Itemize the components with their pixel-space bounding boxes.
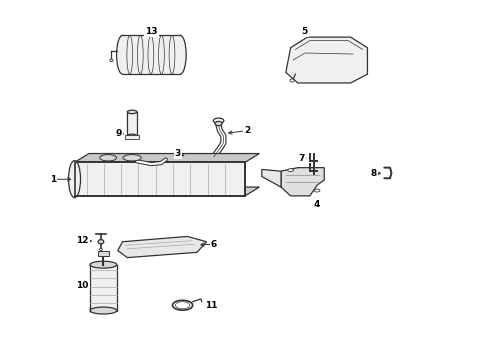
Text: 11: 11 xyxy=(205,301,218,310)
Ellipse shape xyxy=(98,240,104,244)
Ellipse shape xyxy=(123,154,141,161)
Text: 3: 3 xyxy=(174,149,181,158)
Ellipse shape xyxy=(215,121,222,126)
Ellipse shape xyxy=(127,110,137,114)
Ellipse shape xyxy=(110,59,113,62)
Ellipse shape xyxy=(69,161,80,198)
Ellipse shape xyxy=(288,169,294,171)
Text: 8: 8 xyxy=(370,169,377,178)
Text: 2: 2 xyxy=(245,126,250,135)
Text: 7: 7 xyxy=(298,154,305,163)
Text: 4: 4 xyxy=(314,200,320,209)
Bar xyxy=(125,135,139,139)
Polygon shape xyxy=(74,162,245,196)
Bar xyxy=(90,265,117,311)
Ellipse shape xyxy=(290,79,294,82)
Polygon shape xyxy=(74,187,259,196)
Text: 10: 10 xyxy=(76,282,89,290)
Ellipse shape xyxy=(99,248,102,251)
Polygon shape xyxy=(118,237,207,258)
Text: 1: 1 xyxy=(50,175,56,184)
Text: 12: 12 xyxy=(76,236,89,245)
Ellipse shape xyxy=(213,118,224,123)
Bar xyxy=(98,251,109,256)
Ellipse shape xyxy=(127,134,137,138)
Bar xyxy=(127,112,137,136)
Polygon shape xyxy=(262,170,281,187)
Ellipse shape xyxy=(90,307,117,314)
Bar xyxy=(122,35,180,74)
Text: 9: 9 xyxy=(116,129,122,138)
Ellipse shape xyxy=(314,189,320,192)
Text: 6: 6 xyxy=(211,240,217,249)
Polygon shape xyxy=(286,37,368,83)
Ellipse shape xyxy=(174,35,186,74)
Ellipse shape xyxy=(100,154,117,161)
Ellipse shape xyxy=(117,35,128,74)
Text: 13: 13 xyxy=(145,27,158,36)
Polygon shape xyxy=(281,168,324,196)
Text: 5: 5 xyxy=(301,27,308,36)
Ellipse shape xyxy=(90,261,117,268)
Polygon shape xyxy=(74,153,259,162)
